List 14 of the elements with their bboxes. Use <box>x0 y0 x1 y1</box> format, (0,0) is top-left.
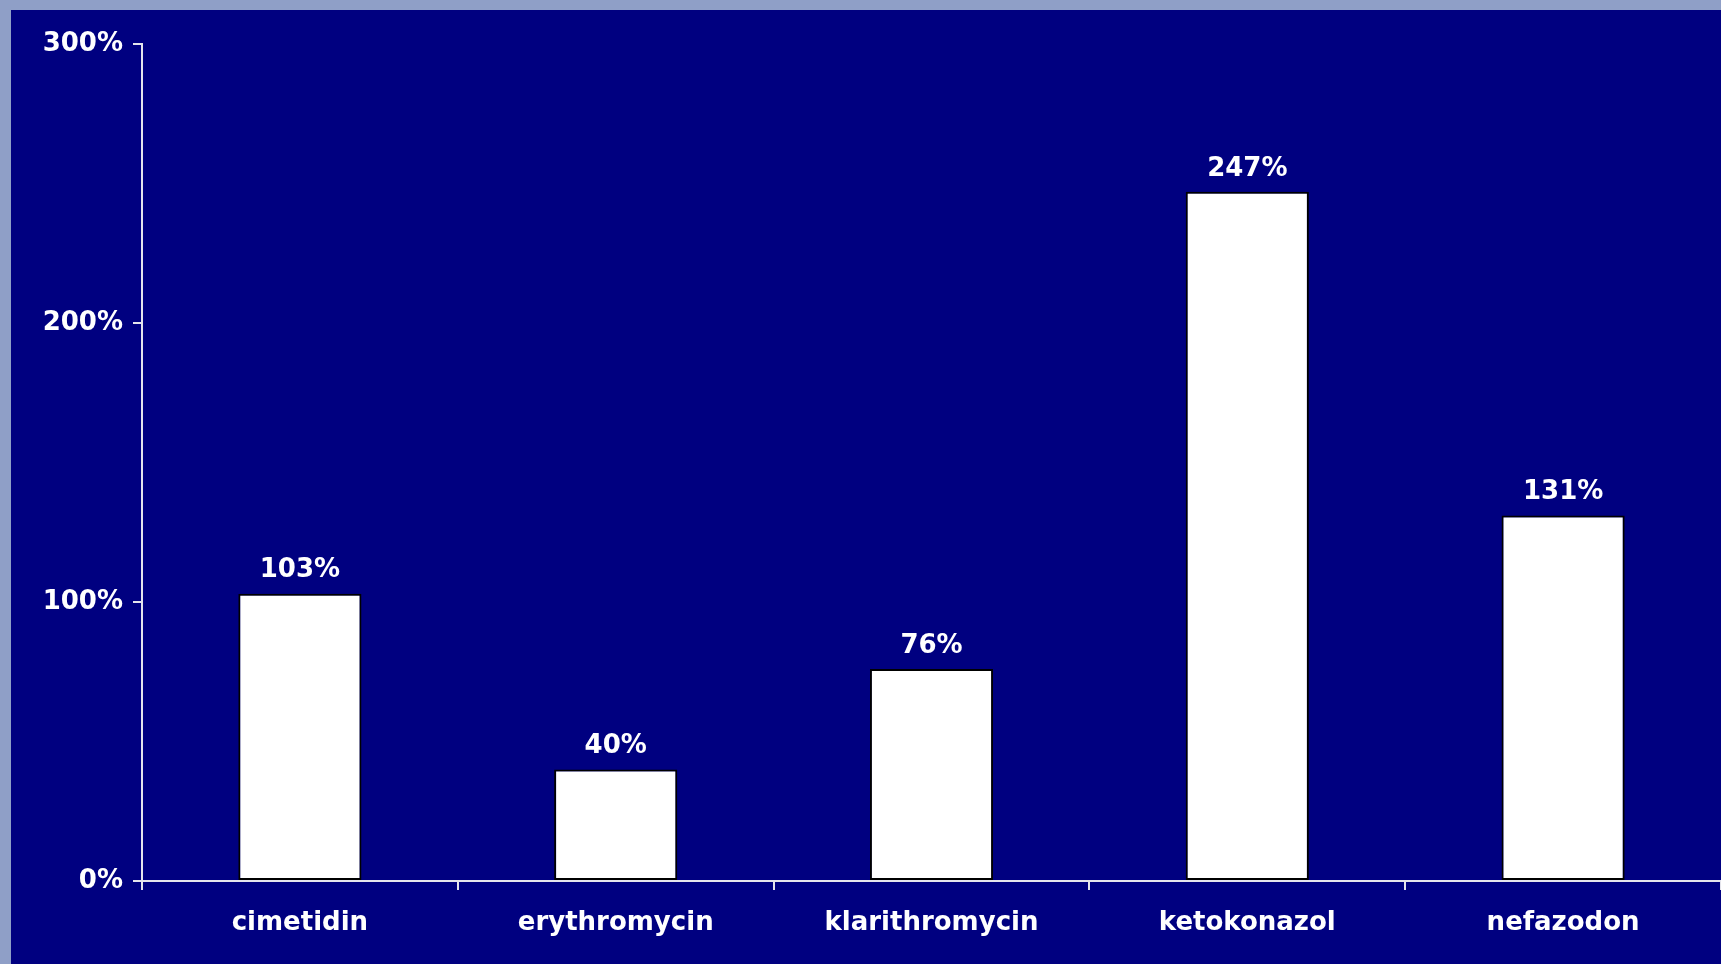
x-tick-label: erythromycin <box>517 906 714 937</box>
y-tick-label: 100% <box>42 584 123 615</box>
data-label: 131% <box>1522 475 1604 506</box>
x-tick-label: nefazodon <box>1486 906 1640 937</box>
data-label: 76% <box>900 628 963 659</box>
y-tick-label: 300% <box>42 26 123 57</box>
y-tick-label: 0% <box>78 863 123 894</box>
x-tick-label: klarithromycin <box>824 906 1039 937</box>
data-label: 247% <box>1207 151 1288 182</box>
data-label: 103% <box>259 553 341 584</box>
x-tick-label: cimetidin <box>231 906 369 937</box>
x-tick-label: ketokonazol <box>1158 906 1336 937</box>
y-tick-label: 200% <box>42 305 123 336</box>
data-label: 40% <box>584 729 647 760</box>
